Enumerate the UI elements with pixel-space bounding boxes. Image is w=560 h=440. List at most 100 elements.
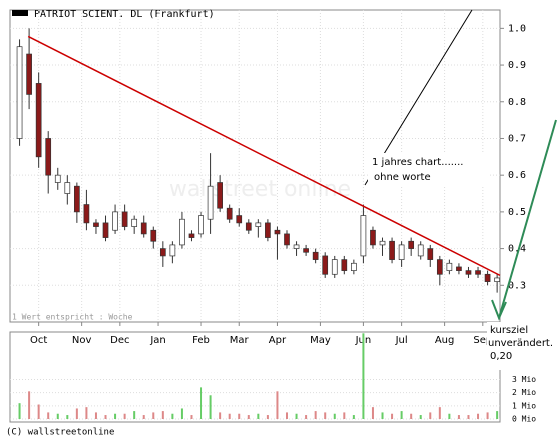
volume-bar [47, 412, 50, 419]
candle-body [284, 233, 290, 246]
candle-body [245, 222, 252, 231]
volume-bar [486, 412, 489, 419]
candle-body [465, 270, 472, 275]
comment-box [368, 153, 490, 187]
candle-body [93, 222, 99, 227]
target-arrow [498, 119, 557, 319]
y-tick-label: 3 Mio [512, 375, 536, 384]
x-tick-label: Jan [149, 335, 165, 346]
volume-bar [104, 415, 107, 419]
candle-body [293, 244, 300, 249]
candle-body [16, 46, 23, 139]
plot: 0.3 0.4 0.5 0.6 0.7 0.8 0.9 1.0 Oct Nov Dec Jan Feb M… [10, 10, 536, 424]
candle-body [169, 244, 176, 257]
volume-bar [37, 404, 40, 419]
volume-bar [371, 407, 374, 419]
candle-body [35, 83, 42, 158]
candle-body [188, 233, 195, 238]
x-tick-label: Aug [435, 335, 455, 346]
candle-body [456, 266, 462, 271]
comment: ohne worte [374, 172, 431, 183]
volume-bar [94, 412, 97, 419]
x-tick-label: Dec [110, 335, 129, 346]
volume-bar [429, 412, 432, 419]
candle-body [140, 222, 147, 235]
volume-bar [496, 411, 499, 419]
volume-bar [324, 412, 327, 419]
volume-bar [171, 413, 174, 419]
candle-body [274, 229, 281, 235]
y-tick-label: 0.4 [508, 244, 526, 255]
candle-body [121, 211, 128, 227]
volume-bar [161, 411, 164, 419]
volume-bar [419, 415, 422, 419]
candle-body [179, 218, 185, 246]
candle-body [436, 259, 443, 275]
volume-bar [85, 407, 88, 419]
volume-bar [276, 391, 279, 419]
target-text: kursziel [490, 325, 528, 336]
candle-body [207, 185, 214, 220]
candle-body [74, 185, 80, 213]
candle-body [475, 270, 481, 275]
volume-bar [209, 395, 212, 419]
candle-body [45, 138, 52, 176]
candle-body [360, 215, 367, 257]
candle-body [64, 182, 71, 194]
volume-bar [180, 408, 183, 419]
volume-frame [9, 331, 501, 423]
target-text: unverändert. [488, 338, 553, 349]
volume-bar [142, 415, 145, 419]
volume-bar [190, 415, 193, 419]
volume-bar [75, 408, 78, 419]
volume-bar [477, 413, 480, 419]
candle-body [341, 259, 348, 271]
y-tick-label: 2 Mio [512, 388, 536, 397]
volume-bar [410, 413, 413, 419]
volume-bar [333, 413, 336, 419]
comment: 1 jahres chart....... [372, 157, 463, 168]
volume-bar [266, 415, 269, 419]
y-tick-label: 0.3 [508, 280, 526, 291]
volume-bar [285, 412, 288, 419]
candle-body [255, 222, 262, 227]
volume-bar [343, 412, 346, 419]
candle-body [484, 273, 491, 282]
volume-bar [18, 403, 21, 419]
candle-body [389, 240, 395, 260]
candle-body [217, 182, 223, 209]
x-tick-label: Jul [395, 335, 408, 346]
volume-bar [257, 413, 260, 419]
volume-bar [228, 413, 231, 419]
y-tick-label: 1 Mio [512, 401, 536, 410]
volume-bar [152, 412, 155, 419]
target-box [487, 322, 557, 370]
candle-body [26, 53, 32, 95]
volume-bar [295, 413, 298, 419]
volume-bar [305, 415, 308, 419]
volume-bar [56, 413, 59, 419]
volume-bar [28, 391, 31, 419]
x-tick-label: Apr [269, 335, 287, 346]
legend-label: PATRIOT SCIENT. DL (Frankfurt) [34, 9, 215, 20]
candle-body [303, 248, 309, 253]
volume-bar [391, 413, 394, 419]
target-text: 0,20 [490, 351, 512, 362]
target-arrowhead [491, 299, 507, 321]
watermark: wallstreet online [169, 177, 351, 202]
y-tick-label: 0.7 [508, 133, 526, 144]
legend-swatch [12, 10, 28, 16]
y-tick-label: 0.8 [508, 97, 526, 108]
volume-bar [123, 413, 126, 419]
y-tick-label: 0.5 [508, 207, 526, 218]
x-tick-label: Oct [30, 335, 47, 346]
candle-body [398, 244, 405, 260]
candle-body [102, 222, 109, 238]
candle-body [150, 229, 157, 242]
y-tick-label: 0 Mio [512, 415, 536, 424]
footer: (C) wallstreetonline [6, 428, 114, 438]
x-tick-label: Mar [230, 335, 250, 346]
x-tick-label: Feb [192, 335, 210, 346]
